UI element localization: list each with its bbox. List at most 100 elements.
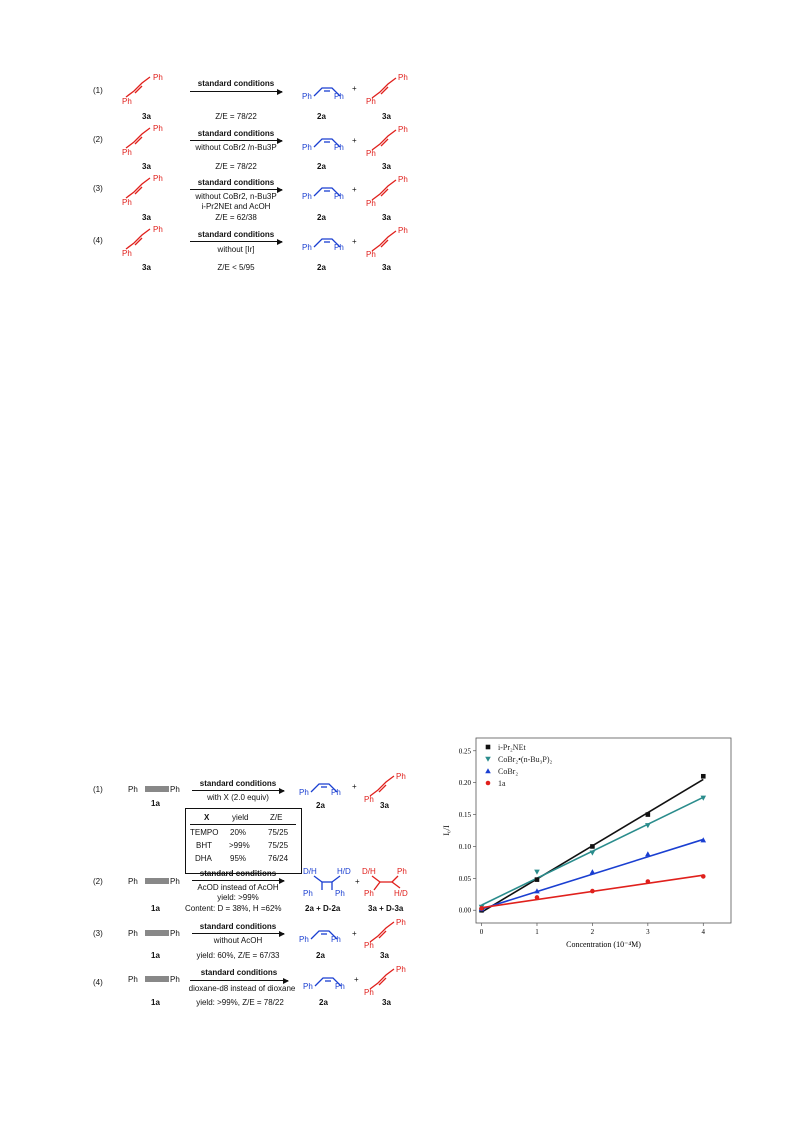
compound-label: 2a <box>316 951 325 960</box>
data-point <box>534 869 540 875</box>
ph-label: Ph <box>398 226 408 235</box>
reaction-arrow <box>192 930 285 937</box>
row-number: (4) <box>93 978 103 987</box>
table-cell: 75/25 <box>268 841 289 850</box>
ph-label: Ph <box>398 73 408 82</box>
ph-label: Ph <box>299 788 309 797</box>
ph-label: Ph <box>334 143 344 152</box>
ph-label: Ph <box>366 250 376 259</box>
h-d-label: H/D <box>337 867 351 876</box>
ph-label: Ph <box>302 243 312 252</box>
compound-label: 3a <box>382 998 391 1007</box>
stern-volmer-chart: 0 1 2 3 4 0.00 0.05 0.10 0.15 0.20 0.25 i-Pr₂NEt Co… <box>442 737 732 949</box>
condition-title: standard conditions <box>197 79 275 88</box>
ph-label: Ph <box>122 249 132 258</box>
ph-label: Ph <box>122 97 132 106</box>
condition-line: i-Pr2NEt and AcOH <box>201 202 271 211</box>
ph-label: Ph <box>153 124 163 133</box>
data-point <box>700 837 707 843</box>
alkyne-structure <box>144 930 170 936</box>
ph-label: Ph <box>364 795 374 804</box>
condition-title: standard conditions <box>197 129 275 138</box>
legend-label: i-Pr₂NEt <box>498 743 526 752</box>
ph-label: Ph <box>364 889 374 898</box>
reaction-arrow <box>190 88 283 95</box>
table-cell: 95% <box>230 854 247 863</box>
reaction-arrow <box>192 877 285 884</box>
table-cell: 76/24 <box>268 854 289 863</box>
compound-label: 1a <box>151 998 160 1007</box>
alkyne-structure <box>144 878 170 884</box>
compound-label: 3a <box>382 162 391 171</box>
ph-label: Ph <box>335 889 345 898</box>
data-point <box>700 773 706 779</box>
z-stilbene-structure <box>313 875 341 890</box>
ph-label: Ph <box>128 877 138 886</box>
data-points <box>478 773 707 913</box>
x-tick-label: 1 <box>535 928 539 936</box>
yield-text: yield: 60%, Z/E = 67/33 <box>196 951 280 960</box>
ph-label: Ph <box>153 73 163 82</box>
data-point <box>700 874 706 879</box>
zE-ratio: Z/E < 5/95 <box>217 263 255 272</box>
table-cell: >99% <box>229 841 250 850</box>
ph-label: Ph <box>364 988 374 997</box>
plus-sign: + <box>352 782 357 791</box>
plus-sign: + <box>352 929 357 938</box>
ph-label: Ph <box>303 889 313 898</box>
table-header: yield <box>232 813 249 822</box>
compound-label: 3a <box>142 213 151 222</box>
table-cell: TEMPO <box>190 828 219 837</box>
row-number: (1) <box>93 785 103 794</box>
zE-ratio: Z/E = 78/22 <box>215 112 257 121</box>
table-cell: 75/25 <box>268 828 289 837</box>
data-point <box>485 744 491 750</box>
condition-line: without AcOH <box>213 936 263 945</box>
ph-label: Ph <box>302 92 312 101</box>
data-point <box>700 795 707 801</box>
data-point <box>645 879 651 884</box>
reaction-arrow <box>190 137 283 144</box>
compound-label: 3a <box>142 112 151 121</box>
ph-label: Ph <box>396 918 406 927</box>
y-tick-label: 0.20 <box>459 779 472 787</box>
compound-label: 1a <box>151 904 160 913</box>
x-tick-label: 2 <box>591 928 595 936</box>
data-point <box>534 895 540 900</box>
condition-title: standard conditions <box>197 178 275 187</box>
ph-label: Ph <box>128 975 138 984</box>
ph-label: Ph <box>366 199 376 208</box>
condition-title: standard conditions <box>199 779 277 788</box>
ph-label: Ph <box>170 785 180 794</box>
x-tick-label: 4 <box>702 928 706 936</box>
compound-label: 3a <box>382 213 391 222</box>
ph-label: Ph <box>122 148 132 157</box>
row-number: (4) <box>93 236 103 245</box>
condition-line: without [Ir] <box>217 245 255 254</box>
compound-label: 2a <box>317 112 326 121</box>
plus-sign: + <box>352 185 357 194</box>
compound-label: 3a + D-3a <box>368 904 404 913</box>
x-axis-label: Concentration (10⁻⁴M) <box>566 940 641 949</box>
ph-label: Ph <box>331 935 341 944</box>
reaction-arrow <box>190 186 283 193</box>
table-divider <box>190 824 296 825</box>
ph-label: Ph <box>170 975 180 984</box>
row-number: (2) <box>93 135 103 144</box>
data-point <box>485 768 491 774</box>
ph-label: Ph <box>303 982 313 991</box>
data-point <box>485 780 491 786</box>
additive-table: X yield Z/E TEMPO 20% 75/25 BHT >99% 75/… <box>185 808 302 874</box>
condition-line: without CoBr2 /n-Bu3P <box>195 143 277 152</box>
content-text: Content: D = 38%, H =62% <box>185 904 282 913</box>
ph-label: Ph <box>128 929 138 938</box>
compound-label: 2a <box>317 263 326 272</box>
ph-label: Ph <box>334 92 344 101</box>
plus-sign: + <box>355 877 360 886</box>
table-header: Z/E <box>270 813 283 822</box>
table-cell: BHT <box>196 841 212 850</box>
x-tick-label: 0 <box>480 928 484 936</box>
legend-label: 1a <box>498 779 506 788</box>
table-cell: 20% <box>230 828 247 837</box>
ph-label: Ph <box>128 785 138 794</box>
